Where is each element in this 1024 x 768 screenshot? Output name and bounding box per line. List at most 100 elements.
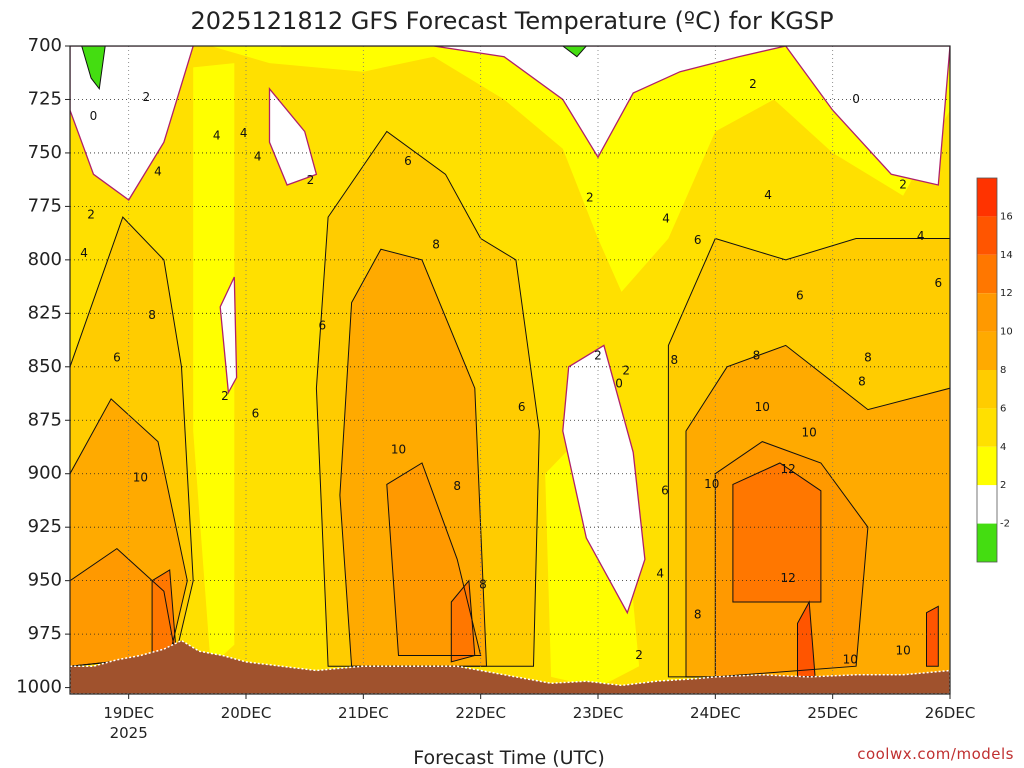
terrain-fill bbox=[70, 639, 950, 694]
contour-label: 6 bbox=[661, 483, 669, 497]
freezing-contour bbox=[281, 46, 786, 159]
x-axis-ticks: 19DEC 2025 20DEC 21DEC 22DEC 23DEC 24DEC 25DEC 2… bbox=[103, 694, 975, 742]
temperature-band bbox=[732, 463, 821, 602]
contour-label: 4 bbox=[80, 246, 88, 260]
temperature-contour bbox=[732, 462, 822, 603]
x-tick-label: 26DEC bbox=[925, 704, 976, 722]
y-tick-label: 775 bbox=[28, 195, 62, 216]
chart-title: 2025121812 GFS Forecast Temperature (ºC)… bbox=[190, 7, 833, 35]
x-tick-label: 25DEC bbox=[807, 704, 858, 722]
y-tick-label: 700 bbox=[28, 35, 62, 56]
temperature-contour bbox=[926, 605, 939, 667]
temperature-contour bbox=[70, 398, 188, 667]
y-axis-ticks: 700 725 750 775 800 825 850 875 900 925 950 975 1000 bbox=[16, 35, 70, 698]
y-tick-label: 750 bbox=[28, 142, 62, 163]
x-tick-label: 20DEC bbox=[221, 704, 272, 722]
temperature-contour bbox=[70, 547, 177, 667]
contour-label: 6 bbox=[404, 154, 412, 168]
colorbar-tick-label: 16 bbox=[1000, 211, 1013, 222]
contour-label: 8 bbox=[753, 349, 761, 363]
contour-label: 10 bbox=[843, 652, 858, 666]
contour-label: 6 bbox=[518, 400, 526, 414]
contour-label: 8 bbox=[670, 353, 678, 367]
temperature-band bbox=[926, 606, 939, 667]
colorbar-tick-label: 2 bbox=[1000, 480, 1006, 491]
y-tick-label: 950 bbox=[28, 570, 62, 591]
temperature-band bbox=[220, 277, 237, 393]
colorbar-tick-label: 12 bbox=[1000, 288, 1013, 299]
colorbar-frame bbox=[976, 177, 998, 563]
contour-label: 2 bbox=[749, 77, 757, 91]
contour-label: 2 bbox=[87, 208, 95, 222]
contour-label: 6 bbox=[113, 351, 121, 365]
colorbar-swatch bbox=[977, 446, 997, 486]
freezing-contour bbox=[70, 46, 194, 201]
contour-label: 4 bbox=[764, 188, 772, 202]
contour-label: 4 bbox=[662, 212, 670, 226]
colorbar-swatch bbox=[977, 370, 997, 409]
contour-label: 2 bbox=[307, 173, 315, 187]
temperature-band bbox=[269, 88, 317, 185]
temperature-contour bbox=[561, 46, 587, 58]
contour-label: 10 bbox=[895, 644, 910, 658]
contour-label: 8 bbox=[858, 374, 866, 388]
colorbar-swatch bbox=[977, 254, 997, 294]
colorbar-tick-label: 8 bbox=[1000, 365, 1006, 376]
contour-label: 10 bbox=[391, 443, 406, 457]
y-tick-label: 925 bbox=[28, 516, 62, 537]
colorbar-swatch bbox=[977, 331, 997, 370]
x-tick-year-label: 2025 bbox=[110, 724, 148, 742]
contour-label: 12 bbox=[780, 462, 795, 476]
contour-label: 6 bbox=[694, 233, 702, 247]
contour-label: 2 bbox=[594, 349, 602, 363]
colorbar-tick-label: 10 bbox=[1000, 327, 1013, 338]
y-tick-label: 900 bbox=[28, 463, 62, 484]
contour-label: 8 bbox=[453, 479, 461, 493]
freezing-contour bbox=[562, 344, 646, 615]
temperature-band bbox=[281, 46, 786, 158]
colorbar-swatch bbox=[977, 216, 997, 255]
contour-label: 8 bbox=[432, 237, 440, 251]
contour-label: 6 bbox=[252, 406, 260, 420]
contour-label: 10 bbox=[704, 477, 719, 491]
colorbar-legend: -2 2 4 6 8 10 12 14 16 bbox=[976, 177, 1013, 563]
contour-label: 10 bbox=[802, 426, 817, 440]
contour-label: 0 bbox=[615, 376, 623, 390]
contour-label: 4 bbox=[240, 126, 248, 140]
temperature-band bbox=[451, 580, 475, 662]
contour-label: 4 bbox=[254, 150, 262, 164]
contour-label: 4 bbox=[154, 165, 162, 179]
y-tick-label: 800 bbox=[28, 249, 62, 270]
contour-label: 4 bbox=[656, 567, 664, 581]
credit-link[interactable]: coolwx.com/models bbox=[857, 745, 1014, 763]
temperature-band bbox=[562, 345, 645, 613]
contour-label: 2 bbox=[622, 364, 630, 378]
contour-label: 6 bbox=[934, 276, 942, 290]
contour-label: 2 bbox=[899, 178, 907, 192]
temperature-band bbox=[70, 46, 194, 200]
temperature-band bbox=[193, 63, 235, 667]
contour-label: 2 bbox=[221, 389, 229, 403]
contour-label: 2 bbox=[586, 190, 594, 204]
contour-label: 8 bbox=[694, 607, 702, 621]
contour-label: 6 bbox=[796, 289, 804, 303]
contour-label: 8 bbox=[148, 308, 156, 322]
temperature-contour bbox=[339, 248, 488, 667]
temperature-band bbox=[785, 46, 950, 185]
contour-label: 2 bbox=[142, 90, 150, 104]
colorbar-swatch bbox=[977, 485, 997, 524]
contour-label: 10 bbox=[133, 471, 148, 485]
colorbar-swatch bbox=[977, 408, 997, 447]
colorbar-tick-label: 6 bbox=[1000, 403, 1006, 414]
contour-label: 0 bbox=[90, 109, 98, 123]
colorbar-tick-label: 4 bbox=[1000, 442, 1006, 453]
x-tick-label: 21DEC bbox=[338, 704, 389, 722]
colorbar-tick-label: 14 bbox=[1000, 250, 1013, 261]
x-tick-label: 19DEC bbox=[103, 704, 154, 722]
contour-label: 8 bbox=[864, 351, 872, 365]
x-tick-label: 22DEC bbox=[455, 704, 506, 722]
contour-label: 6 bbox=[318, 319, 326, 333]
